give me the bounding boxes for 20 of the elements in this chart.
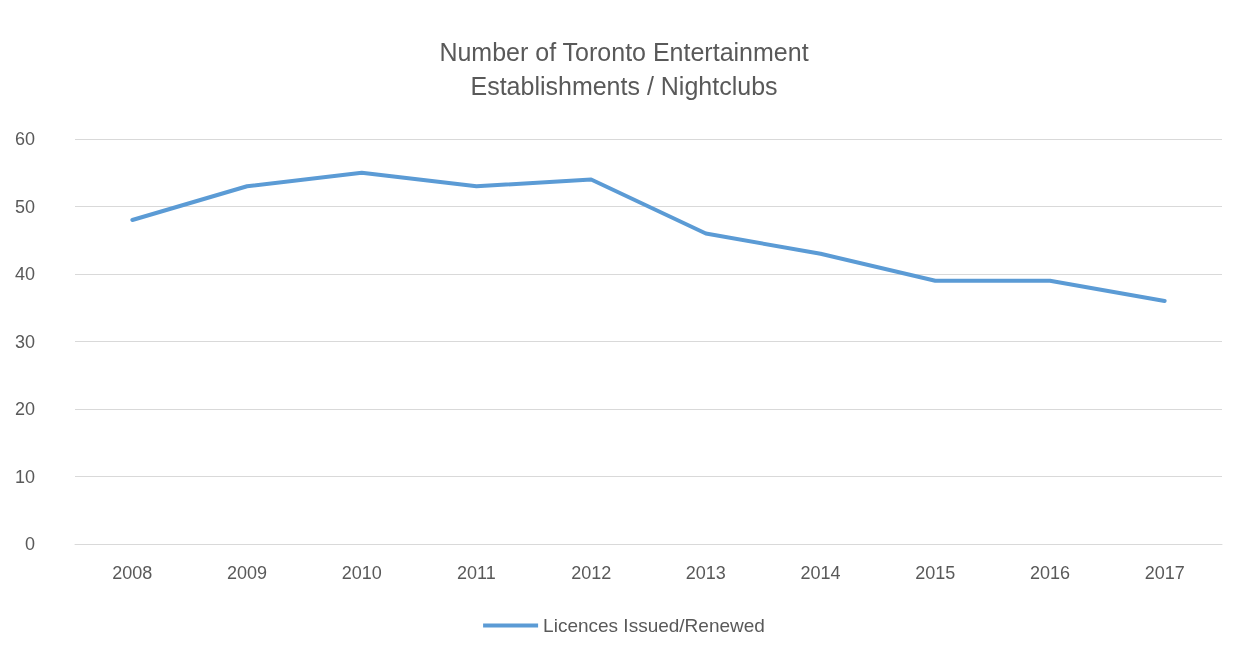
y-tick-label: 10 — [14, 466, 35, 487]
x-tick-label: 2009 — [227, 563, 268, 583]
x-tick-label: 2017 — [1144, 563, 1185, 583]
x-tick-label: 2010 — [341, 563, 382, 583]
x-tick-label: 2016 — [1029, 563, 1070, 583]
y-tick-label: 40 — [14, 264, 35, 284]
x-tick-label: 2013 — [685, 563, 726, 583]
y-tick-label: 50 — [14, 196, 35, 217]
line-series — [130, 170, 1167, 303]
legend-label: Licences Issued/Renewed — [543, 615, 765, 636]
x-tick-label: 2011 — [457, 563, 496, 583]
x-tick-label: 2015 — [915, 563, 956, 583]
chart-title: Number of Toronto Entertainment Establishments / Nightclubs — [439, 38, 809, 100]
y-tick-label: 60 — [14, 129, 35, 149]
x-tick-label: 2012 — [571, 563, 612, 583]
x-tick-label: 2008 — [112, 563, 153, 583]
y-tick-label: 30 — [14, 331, 35, 352]
y-tick-label: 0 — [24, 534, 35, 554]
x-tick-label: 2014 — [800, 563, 841, 583]
y-tick-label: 20 — [14, 399, 35, 419]
